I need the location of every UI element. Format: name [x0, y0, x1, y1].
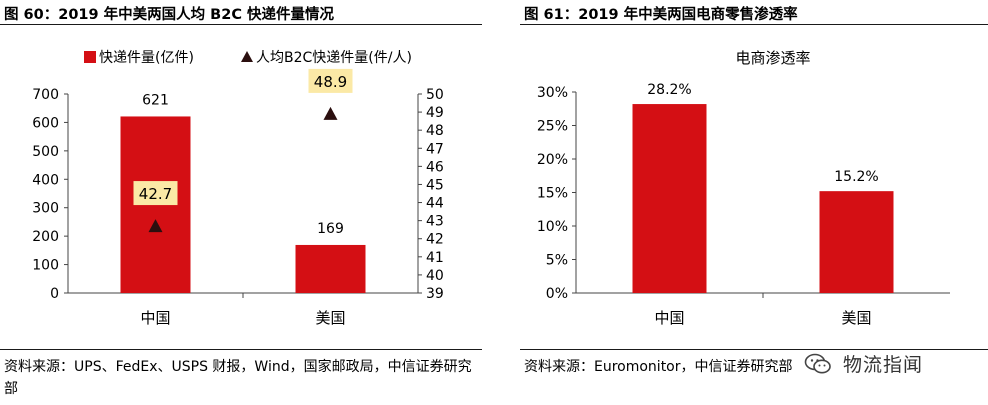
right-y-tick-label: 50 — [426, 87, 444, 103]
y-tick-label: 20% — [537, 152, 568, 168]
y-tick-label: 25% — [537, 119, 568, 135]
source-rule — [0, 349, 482, 350]
right-y-tick-label: 47 — [426, 141, 444, 157]
bar — [632, 104, 707, 293]
legend-label-bar: 快递件量(亿件) — [99, 50, 194, 66]
watermark: 物流指闻 — [804, 350, 923, 377]
bar-value-label: 28.2% — [647, 82, 691, 98]
left-y-tick-label: 600 — [32, 115, 59, 131]
y-tick-label: 0% — [546, 286, 568, 302]
x-tick-label: 中国 — [140, 309, 170, 327]
y-tick-label: 10% — [537, 219, 568, 235]
right-y-tick-label: 49 — [426, 105, 444, 121]
legend-marker-triangle — [241, 51, 253, 62]
source-rule — [520, 349, 988, 350]
bar — [295, 244, 366, 293]
marker-value-label-bg — [133, 181, 178, 206]
y-tick-label: 5% — [546, 253, 568, 269]
y-tick-label: 30% — [537, 85, 568, 101]
right-y-tick-label: 41 — [426, 250, 444, 266]
right-y-tick-label: 45 — [426, 177, 444, 193]
bar-value-label: 15.2% — [834, 169, 878, 185]
figure-61: 图 61：2019 年中美两国电商零售渗透率 电商渗透率 0% 5% 10% 15% 20… — [520, 0, 988, 405]
right-y-tick-label: 39 — [426, 286, 444, 302]
ecommerce-penetration-chart: 电商渗透率 0% 5% 10% 15% 20% 25% 30% 28.2% 中国 15.2% 美国 — [537, 49, 950, 327]
right-y-tick-label: 43 — [426, 214, 444, 230]
bar-value-label: 169 — [317, 221, 344, 237]
y-tick-label: 15% — [537, 186, 568, 202]
figure-title: 图 60：2019 年中美两国人均 B2C 快递件量情况 — [4, 7, 335, 23]
triangle-marker — [148, 219, 163, 233]
left-y-tick-label: 400 — [32, 172, 59, 188]
source-note: 资料来源：Euromonitor，中信证券研究部 — [524, 359, 793, 375]
figure-60: 图 60：2019 年中美两国人均 B2C 快递件量情况 快递件量(亿件) 人均B… — [0, 0, 482, 405]
left-y-tick-label: 300 — [32, 201, 59, 217]
right-y-tick-label: 42 — [426, 232, 444, 248]
legend-label-marker: 人均B2C快递件量(件/人) — [256, 50, 412, 66]
source-note: 资料来源：UPS、FedEx、USPS 财报，Wind，国家邮政局，中信证券研究… — [4, 359, 472, 397]
left-y-tick-label: 700 — [32, 87, 59, 103]
legend-swatch-bar — [84, 51, 96, 63]
triangle-marker — [323, 106, 338, 120]
x-tick-label: 美国 — [315, 309, 345, 327]
right-y-tick-label: 48 — [426, 123, 444, 139]
left-y-tick-label: 200 — [32, 229, 59, 245]
right-y-tick-label: 46 — [426, 159, 444, 175]
title-rule — [0, 24, 482, 25]
watermark-text: 物流指闻 — [843, 354, 924, 376]
chart-title: 电商渗透率 — [735, 49, 810, 67]
figure-title: 图 61：2019 年中美两国电商零售渗透率 — [524, 7, 798, 23]
left-y-tick-label: 500 — [32, 144, 59, 160]
wechat-icon — [804, 353, 831, 374]
express-volume-chart: 快递件量(亿件) 人均B2C快递件量(件/人) 0 100 200 300 400 500 60… — [32, 50, 444, 327]
left-y-tick-label: 100 — [32, 258, 59, 274]
right-y-tick-label: 44 — [426, 196, 444, 212]
bar-value-label: 621 — [142, 92, 169, 108]
marker-value-label: 42.7 — [139, 185, 172, 203]
right-y-tick-label: 40 — [426, 268, 444, 284]
x-tick-label: 美国 — [841, 309, 871, 327]
x-tick-label: 中国 — [654, 309, 684, 327]
title-rule — [520, 24, 988, 25]
left-y-tick-label: 0 — [50, 286, 59, 302]
bar — [819, 191, 894, 293]
marker-value-label-bg — [308, 68, 353, 93]
marker-value-label: 48.9 — [314, 73, 347, 91]
